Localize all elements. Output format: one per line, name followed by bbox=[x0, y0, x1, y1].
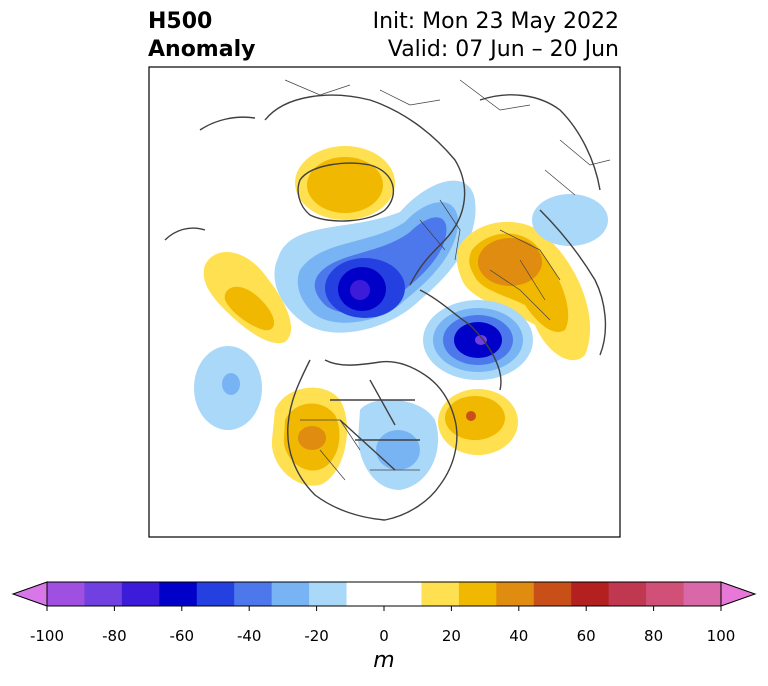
colorbar-tick-label: -20 bbox=[304, 627, 329, 645]
colorbar-cell bbox=[196, 582, 235, 606]
colorbar-cells bbox=[47, 582, 722, 606]
chart-title-right: Init: Mon 23 May 2022 Valid: 07 Jun – 20… bbox=[373, 8, 619, 64]
anomaly-greenland-ridge bbox=[295, 146, 395, 220]
colorbar-tick-label: 100 bbox=[706, 627, 736, 645]
colorbar-cell bbox=[234, 582, 273, 606]
colorbar-cell bbox=[159, 582, 198, 606]
colorbar-cell bbox=[533, 582, 572, 606]
colorbar bbox=[11, 581, 757, 611]
colorbar-tick-label: 60 bbox=[576, 627, 596, 645]
colorbar-cell bbox=[608, 582, 647, 606]
chart-title-left: H500 Anomaly bbox=[148, 8, 255, 64]
colorbar-tick-label: -60 bbox=[169, 627, 195, 645]
anomaly-fields bbox=[164, 79, 611, 521]
valid-range: Valid: 07 Jun – 20 Jun bbox=[387, 37, 619, 62]
anomaly-east-siberia-trough bbox=[532, 194, 608, 246]
coastlines bbox=[164, 94, 607, 521]
anomaly-atlantic-ridge bbox=[203, 252, 292, 344]
colorbar-cell bbox=[121, 582, 160, 606]
political-borders bbox=[284, 79, 611, 481]
colorbar-tick-label: 20 bbox=[441, 627, 461, 645]
colorbar-right-arrow bbox=[720, 581, 757, 607]
colorbar-tick-label: -40 bbox=[236, 627, 262, 645]
anomaly-siberia-ridge bbox=[456, 221, 591, 361]
colorbar-cell bbox=[421, 582, 460, 606]
colorbar-tick-label: -80 bbox=[102, 627, 127, 645]
colorbar-cell bbox=[646, 582, 685, 606]
colorbar-unit-label: m bbox=[373, 648, 395, 673]
anomaly-atlantic-trough bbox=[194, 346, 262, 430]
colorbar-ticks bbox=[46, 606, 722, 611]
colorbar-cell bbox=[458, 582, 497, 606]
colorbar-cell bbox=[496, 582, 535, 606]
colorbar-cell bbox=[309, 582, 348, 606]
colorbar-cell bbox=[571, 582, 610, 606]
colorbar-tick-label: 40 bbox=[509, 627, 529, 645]
colorbar-left-arrow bbox=[11, 581, 48, 607]
title-field-type: Anomaly bbox=[148, 37, 256, 62]
colorbar-cell bbox=[384, 582, 422, 606]
colorbar-cell bbox=[84, 582, 123, 606]
colorbar-cell bbox=[47, 582, 85, 606]
anomaly-map bbox=[148, 66, 621, 538]
anomaly-western-us-ridge bbox=[271, 387, 348, 486]
colorbar-cell bbox=[346, 582, 385, 606]
anomaly-bering-trough bbox=[423, 300, 533, 380]
init-date: Init: Mon 23 May 2022 bbox=[372, 9, 619, 34]
anomaly-northeast-pacific-ridge bbox=[438, 389, 518, 455]
map-frame bbox=[148, 66, 621, 538]
colorbar-cell bbox=[271, 582, 310, 606]
colorbar-tick-label: -100 bbox=[29, 627, 65, 645]
colorbar-cell bbox=[683, 582, 722, 606]
title-field-name: H500 bbox=[148, 9, 213, 34]
colorbar-tick-label: 0 bbox=[379, 627, 389, 645]
colorbar-tick-label: 80 bbox=[644, 627, 664, 645]
anomaly-canadian-arctic-trough bbox=[274, 180, 476, 333]
